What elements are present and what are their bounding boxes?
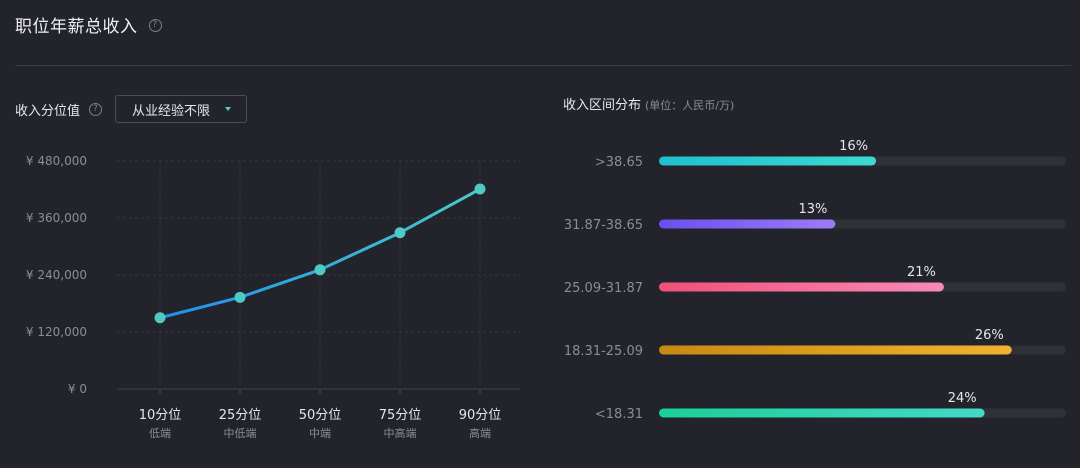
x-sub-label: 中高端 xyxy=(384,426,417,440)
distribution-bar-chart: >38.65 16% 31.87-38.65 13% 25.09-31.87 21% 18.… xyxy=(564,139,1066,422)
percentile-label: 收入分位值 xyxy=(15,103,81,119)
percentile-header: 收入分位值 ? 从业经验不限 xyxy=(15,94,248,124)
y-tick-label: ¥ 480,000 xyxy=(26,154,87,168)
y-tick-label: ¥ 0 xyxy=(68,382,87,396)
bar xyxy=(659,282,944,292)
x-tick-label: 50分位 xyxy=(299,408,342,423)
page-title-text: 职位年薪总收入 xyxy=(15,17,138,37)
y-tick-label: ¥ 360,000 xyxy=(26,211,87,225)
data-point xyxy=(394,227,406,239)
bar-value-label: 13% xyxy=(798,202,827,217)
bar xyxy=(659,219,836,229)
x-tick-label: 10分位 xyxy=(139,408,182,423)
distribution-title: 收入区间分布 xyxy=(563,98,642,113)
distribution-header: 收入区间分布 (单位：人民币/万) xyxy=(563,94,734,113)
x-sub-label: 中端 xyxy=(309,427,331,440)
percentile-line-chart: ¥ 0 ¥ 120,000 ¥ 240,000 ¥ 360,000 ¥ 480,000 1… xyxy=(26,154,520,440)
experience-select[interactable]: 从业经验不限 xyxy=(115,95,248,123)
y-tick-label: ¥ 240,000 xyxy=(26,268,87,282)
help-icon[interactable]: ? xyxy=(148,19,162,32)
bar-category-label: >38.65 xyxy=(595,155,643,170)
experience-select-value: 从业经验不限 xyxy=(132,103,211,119)
data-point xyxy=(314,264,326,276)
bar-value-label: 16% xyxy=(839,139,868,154)
bar-category-label: <18.31 xyxy=(595,407,643,422)
distribution-unit: (单位：人民币/万) xyxy=(645,99,735,112)
section-divider xyxy=(15,65,1071,66)
x-sub-label: 中低端 xyxy=(224,427,257,440)
percentile-help-icon[interactable]: ? xyxy=(89,102,103,116)
x-tick-label: 25分位 xyxy=(219,408,262,423)
bar-category-label: 18.31-25.09 xyxy=(564,344,643,359)
bar xyxy=(659,156,877,166)
x-sub-label: 低端 xyxy=(149,427,171,440)
y-tick-label: ¥ 120,000 xyxy=(26,325,87,339)
x-sub-label: 高端 xyxy=(469,426,491,440)
bar-value-label: 21% xyxy=(907,265,936,280)
bar-category-label: 25.09-31.87 xyxy=(564,281,643,296)
bar xyxy=(659,408,985,418)
page-title: 职位年薪总收入 ? xyxy=(15,12,162,37)
x-tick-label: 75分位 xyxy=(379,408,422,423)
bar-category-label: 31.87-38.65 xyxy=(564,218,643,233)
bar-value-label: 24% xyxy=(948,391,977,406)
bar xyxy=(659,345,1012,355)
data-point xyxy=(474,183,486,195)
bar-value-label: 26% xyxy=(975,328,1004,343)
chevron-down-icon xyxy=(225,107,232,111)
data-point xyxy=(234,291,246,303)
data-point xyxy=(154,312,166,324)
x-tick-label: 90分位 xyxy=(459,408,502,423)
